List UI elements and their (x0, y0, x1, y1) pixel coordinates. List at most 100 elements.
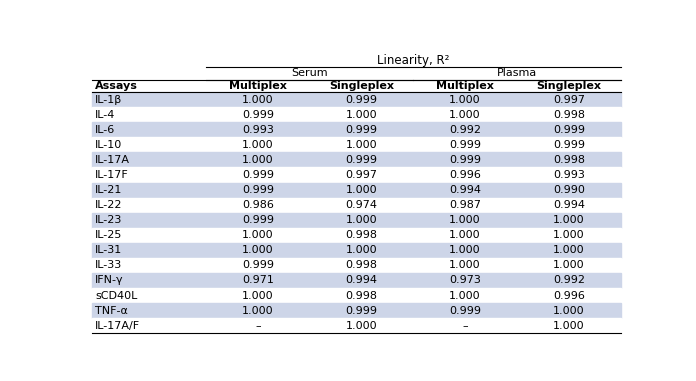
Text: 1.000: 1.000 (553, 306, 585, 315)
Text: 1.000: 1.000 (346, 321, 377, 331)
Bar (93, 92, 621, 107)
Text: 0.993: 0.993 (242, 125, 274, 135)
Text: Plasma: Plasma (497, 68, 537, 78)
Text: 1.000: 1.000 (449, 245, 481, 255)
Text: 0.996: 0.996 (449, 170, 481, 180)
Text: IL-17F: IL-17F (95, 170, 129, 180)
Text: 0.974: 0.974 (345, 200, 377, 210)
Text: IFN-γ: IFN-γ (95, 275, 124, 285)
Text: 0.999: 0.999 (345, 95, 377, 105)
Bar (93, 168, 621, 182)
Bar (93, 303, 621, 318)
Text: 1.000: 1.000 (449, 215, 481, 225)
Text: Singleplex: Singleplex (329, 81, 394, 91)
Text: IL-6: IL-6 (95, 125, 116, 135)
Text: IL-21: IL-21 (95, 185, 122, 195)
Text: 0.998: 0.998 (345, 261, 377, 271)
Text: 0.992: 0.992 (553, 275, 585, 285)
Text: 0.998: 0.998 (345, 230, 377, 240)
Bar (93, 152, 621, 168)
Bar (93, 228, 621, 243)
Text: 0.994: 0.994 (553, 200, 585, 210)
Text: 0.997: 0.997 (553, 95, 585, 105)
Text: 0.971: 0.971 (242, 275, 274, 285)
Text: 1.000: 1.000 (242, 306, 274, 315)
Text: 1.000: 1.000 (242, 155, 274, 165)
Bar (93, 137, 621, 152)
Text: 1.000: 1.000 (346, 245, 377, 255)
Text: 0.999: 0.999 (345, 155, 377, 165)
Text: 0.996: 0.996 (553, 291, 585, 301)
Text: IL-33: IL-33 (95, 261, 122, 271)
Text: 0.999: 0.999 (345, 306, 377, 315)
Text: 0.993: 0.993 (553, 170, 585, 180)
Text: IL-22: IL-22 (95, 200, 122, 210)
Text: 0.999: 0.999 (242, 110, 274, 120)
Text: 1.000: 1.000 (553, 215, 585, 225)
Text: 1.000: 1.000 (242, 245, 274, 255)
Text: 1.000: 1.000 (242, 95, 274, 105)
Bar (93, 288, 621, 303)
Text: 1.000: 1.000 (346, 140, 377, 150)
Text: IL-4: IL-4 (95, 110, 116, 120)
Text: 1.000: 1.000 (346, 185, 377, 195)
Text: 1.000: 1.000 (242, 140, 274, 150)
Text: 0.999: 0.999 (449, 140, 481, 150)
Bar (93, 182, 621, 198)
Bar (93, 318, 621, 333)
Bar (93, 198, 621, 213)
Bar (93, 67, 621, 80)
Text: 1.000: 1.000 (449, 230, 481, 240)
Text: 0.990: 0.990 (553, 185, 585, 195)
Text: 0.999: 0.999 (242, 261, 274, 271)
Text: 1.000: 1.000 (449, 291, 481, 301)
Text: 0.999: 0.999 (242, 170, 274, 180)
Text: 1.000: 1.000 (449, 95, 481, 105)
Text: 1.000: 1.000 (553, 321, 585, 331)
Text: 0.999: 0.999 (449, 306, 481, 315)
Text: 0.999: 0.999 (345, 125, 377, 135)
Text: 0.999: 0.999 (449, 155, 481, 165)
Bar (93, 243, 621, 258)
Text: –: – (462, 321, 468, 331)
Text: 0.999: 0.999 (242, 215, 274, 225)
Text: 0.998: 0.998 (553, 155, 585, 165)
Text: 0.999: 0.999 (553, 125, 585, 135)
Text: 0.994: 0.994 (345, 275, 377, 285)
Text: Multiplex: Multiplex (229, 81, 287, 91)
Text: 0.994: 0.994 (449, 185, 481, 195)
Text: sCD40L: sCD40L (95, 291, 138, 301)
Text: IL-25: IL-25 (95, 230, 122, 240)
Text: TNF-α: TNF-α (95, 306, 128, 315)
Text: IL-17A/F: IL-17A/F (95, 321, 140, 331)
Text: IL-17A: IL-17A (95, 155, 130, 165)
Text: IL-1β: IL-1β (95, 95, 122, 105)
Text: 0.999: 0.999 (242, 185, 274, 195)
Text: Assays: Assays (95, 81, 138, 91)
Text: 0.992: 0.992 (449, 125, 481, 135)
Text: 1.000: 1.000 (346, 215, 377, 225)
Text: 0.986: 0.986 (242, 200, 274, 210)
Text: 0.973: 0.973 (449, 275, 481, 285)
Text: IL-31: IL-31 (95, 245, 122, 255)
Text: –: – (255, 321, 261, 331)
Text: 0.998: 0.998 (553, 110, 585, 120)
Text: Linearity, R²: Linearity, R² (377, 54, 450, 67)
Text: 1.000: 1.000 (553, 261, 585, 271)
Text: 0.999: 0.999 (553, 140, 585, 150)
Text: 1.000: 1.000 (242, 230, 274, 240)
Bar (93, 122, 621, 137)
Text: 0.997: 0.997 (345, 170, 377, 180)
Text: IL-23: IL-23 (95, 215, 122, 225)
Bar (93, 107, 621, 122)
Bar (93, 80, 621, 92)
Text: Multiplex: Multiplex (436, 81, 494, 91)
Text: 1.000: 1.000 (242, 291, 274, 301)
Bar (93, 258, 621, 273)
Bar (93, 54, 621, 67)
Bar (93, 213, 621, 228)
Text: Serum: Serum (292, 68, 328, 78)
Text: IL-10: IL-10 (95, 140, 122, 150)
Text: 1.000: 1.000 (449, 110, 481, 120)
Text: 0.998: 0.998 (345, 291, 377, 301)
